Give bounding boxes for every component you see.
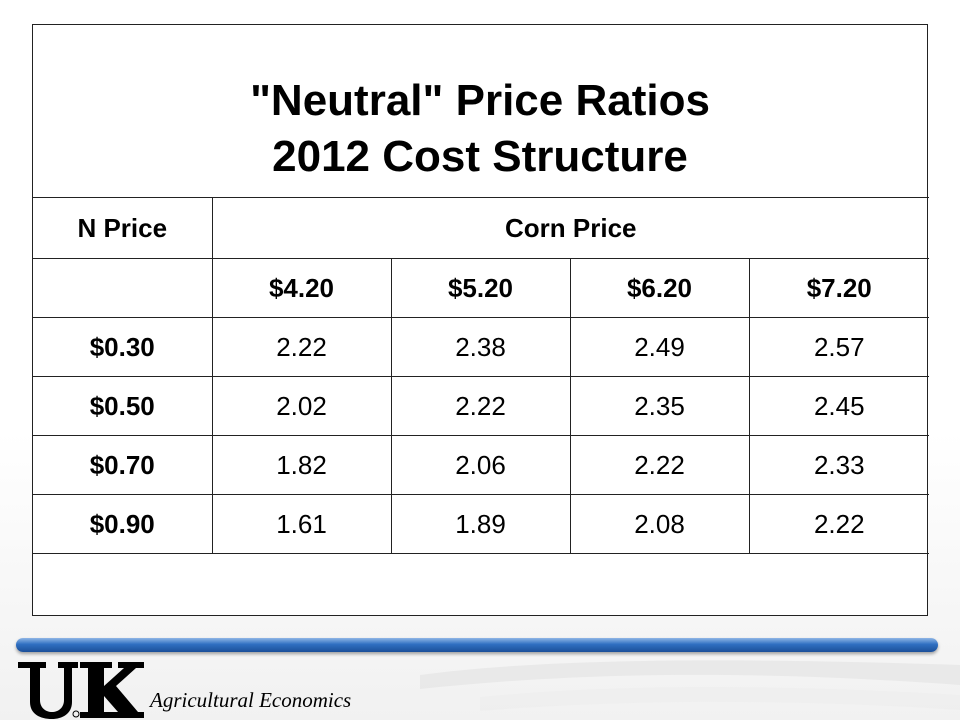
ratio-cell: 2.22 xyxy=(390,376,571,436)
department-label: Agricultural Economics xyxy=(150,688,352,712)
corn-price-cell: $5.20 xyxy=(390,258,571,318)
n-price-cell: $0.70 xyxy=(33,435,213,495)
n-price-header: N Price xyxy=(33,197,213,259)
ratio-cell: 1.89 xyxy=(390,494,571,554)
slide-title: "Neutral" Price Ratios 2012 Cost Structu… xyxy=(33,25,927,197)
table-frame: "Neutral" Price Ratios 2012 Cost Structu… xyxy=(32,24,929,616)
ratio-cell: 2.22 xyxy=(748,494,929,554)
footer-blue-bar xyxy=(16,638,938,652)
ratio-cell: 2.35 xyxy=(569,376,750,436)
ratio-cell: 2.22 xyxy=(211,317,392,377)
ratio-cell: 2.08 xyxy=(569,494,750,554)
uk-logo xyxy=(18,662,144,719)
title-line-1: "Neutral" Price Ratios xyxy=(250,76,710,125)
ratio-cell: 2.45 xyxy=(748,376,929,436)
corn-price-cell: $7.20 xyxy=(748,258,929,318)
ratio-cell: 2.49 xyxy=(569,317,750,377)
title-line-2: 2012 Cost Structure xyxy=(272,132,688,181)
ratio-cell: 2.02 xyxy=(211,376,392,436)
table-row: $0.90 1.61 1.89 2.08 2.22 xyxy=(33,494,929,554)
corn-price-header: Corn Price xyxy=(211,197,929,259)
price-ratio-table: N Price Corn Price $4.20 $5.20 $6.20 $7.… xyxy=(33,197,929,554)
table-header-row: N Price Corn Price xyxy=(33,197,929,259)
empty-corner-cell xyxy=(33,258,213,318)
corn-price-cell: $4.20 xyxy=(211,258,392,318)
ratio-cell: 2.06 xyxy=(390,435,571,495)
ratio-cell: 2.38 xyxy=(390,317,571,377)
ratio-cell: 2.33 xyxy=(748,435,929,495)
ratio-cell: 1.82 xyxy=(211,435,392,495)
footer-swoosh-decoration xyxy=(420,660,960,711)
n-price-cell: $0.90 xyxy=(33,494,213,554)
n-price-cell: $0.30 xyxy=(33,317,213,377)
corn-price-row: $4.20 $5.20 $6.20 $7.20 xyxy=(33,258,929,318)
table-row: $0.50 2.02 2.22 2.35 2.45 xyxy=(33,376,929,436)
ratio-cell: 1.61 xyxy=(211,494,392,554)
ratio-cell: 2.22 xyxy=(569,435,750,495)
table-row: $0.70 1.82 2.06 2.22 2.33 xyxy=(33,435,929,495)
corn-price-cell: $6.20 xyxy=(569,258,750,318)
table-row: $0.30 2.22 2.38 2.49 2.57 xyxy=(33,317,929,377)
ratio-cell: 2.57 xyxy=(748,317,929,377)
n-price-cell: $0.50 xyxy=(33,376,213,436)
